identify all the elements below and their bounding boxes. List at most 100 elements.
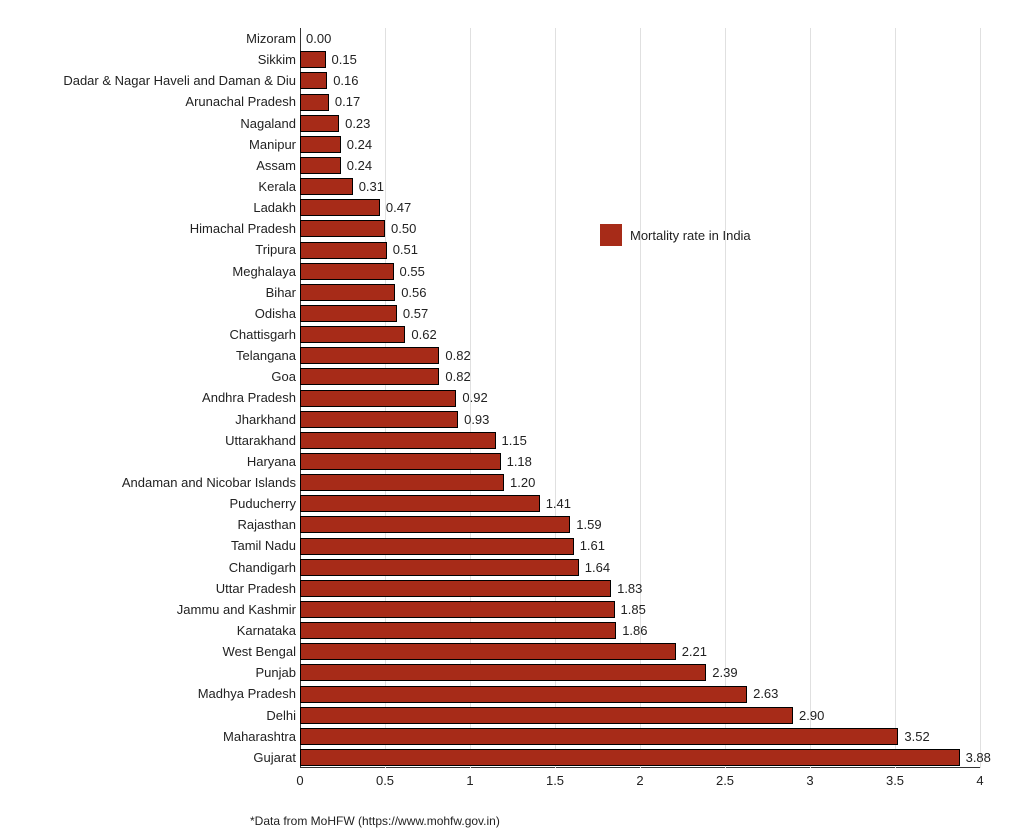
- y-axis-label: Kerala: [258, 176, 296, 197]
- value-label: 1.59: [576, 514, 601, 535]
- value-label: 1.15: [502, 430, 527, 451]
- y-axis-label: Odisha: [255, 303, 296, 324]
- y-axis-label: Uttarakhand: [225, 430, 296, 451]
- y-axis-label: Telangana: [236, 345, 296, 366]
- legend-swatch: [600, 224, 622, 246]
- value-label: 3.88: [966, 747, 991, 768]
- value-label: 1.64: [585, 557, 610, 578]
- value-label: 0.16: [333, 70, 358, 91]
- bar: [300, 199, 380, 216]
- value-label: 0.62: [411, 324, 436, 345]
- value-label: 0.31: [359, 176, 384, 197]
- value-label: 1.20: [510, 472, 535, 493]
- legend: Mortality rate in India: [600, 224, 751, 246]
- bar: [300, 495, 540, 512]
- y-axis-label: Arunachal Pradesh: [185, 91, 296, 112]
- bar: [300, 178, 353, 195]
- value-label: 0.82: [445, 345, 470, 366]
- value-label: 2.21: [682, 641, 707, 662]
- bar: [300, 474, 504, 491]
- value-label: 0.24: [347, 134, 372, 155]
- y-axis-label: Punjab: [256, 662, 296, 683]
- bar: [300, 136, 341, 153]
- y-axis-label: Himachal Pradesh: [190, 218, 296, 239]
- footnote: *Data from MoHFW (https://www.mohfw.gov.…: [250, 814, 500, 828]
- x-tick-label: 1: [466, 773, 473, 788]
- value-label: 0.24: [347, 155, 372, 176]
- y-axis-label: Tamil Nadu: [231, 535, 296, 556]
- value-label: 0.51: [393, 239, 418, 260]
- bar: [300, 72, 327, 89]
- y-axis-label: Uttar Pradesh: [216, 578, 296, 599]
- y-axis-label: Manipur: [249, 134, 296, 155]
- value-label: 1.41: [546, 493, 571, 514]
- y-axis-label: Andhra Pradesh: [202, 387, 296, 408]
- value-label: 1.86: [622, 620, 647, 641]
- value-label: 1.18: [507, 451, 532, 472]
- bar: [300, 411, 458, 428]
- bar: [300, 749, 960, 766]
- y-axis-label: Maharashtra: [223, 726, 296, 747]
- bar: [300, 728, 898, 745]
- y-axis-label: Puducherry: [230, 493, 296, 514]
- value-label: 2.90: [799, 705, 824, 726]
- x-tick-label: 2: [636, 773, 643, 788]
- value-label: 1.61: [580, 535, 605, 556]
- bar: [300, 664, 706, 681]
- x-tick-label: 0.5: [376, 773, 394, 788]
- y-axis-label: Haryana: [247, 451, 296, 472]
- y-axis-label: Sikkim: [258, 49, 296, 70]
- bar: [300, 538, 574, 555]
- y-axis-label: Jammu and Kashmir: [177, 599, 296, 620]
- x-tick-label: 3: [806, 773, 813, 788]
- value-label: 0.82: [445, 366, 470, 387]
- y-axis-label: Meghalaya: [232, 261, 296, 282]
- bar: [300, 686, 747, 703]
- gridline: [980, 28, 981, 768]
- value-label: 0.23: [345, 113, 370, 134]
- bar: [300, 390, 456, 407]
- y-axis-label: Andaman and Nicobar Islands: [122, 472, 296, 493]
- y-axis-label: Chattisgarh: [230, 324, 296, 345]
- bar: [300, 242, 387, 259]
- x-tick-label: 3.5: [886, 773, 904, 788]
- value-label: 0.15: [332, 49, 357, 70]
- value-label: 0.47: [386, 197, 411, 218]
- y-axis-label: Goa: [271, 366, 296, 387]
- value-label: 2.63: [753, 683, 778, 704]
- x-tick-label: 4: [976, 773, 983, 788]
- bar: [300, 115, 339, 132]
- bar: [300, 157, 341, 174]
- gridline: [725, 28, 726, 768]
- y-axis-label: Assam: [256, 155, 296, 176]
- bar: [300, 220, 385, 237]
- bar: [300, 516, 570, 533]
- legend-label: Mortality rate in India: [630, 228, 751, 243]
- bar: [300, 580, 611, 597]
- y-axis-label: Bihar: [266, 282, 296, 303]
- bar: [300, 707, 793, 724]
- y-axis-label: Nagaland: [240, 113, 296, 134]
- bar: [300, 432, 496, 449]
- bar: [300, 284, 395, 301]
- y-axis-label: Rajasthan: [237, 514, 296, 535]
- gridline: [810, 28, 811, 768]
- value-label: 0.17: [335, 91, 360, 112]
- bar: [300, 263, 394, 280]
- y-axis-label: Delhi: [266, 705, 296, 726]
- bar: [300, 622, 616, 639]
- bar: [300, 51, 326, 68]
- bar: [300, 643, 676, 660]
- y-axis-label: Karnataka: [237, 620, 296, 641]
- y-axis-label: Madhya Pradesh: [198, 683, 296, 704]
- bar: [300, 368, 439, 385]
- x-tick-label: 2.5: [716, 773, 734, 788]
- y-axis-label: West Bengal: [223, 641, 296, 662]
- y-axis-label: Dadar & Nagar Haveli and Daman & Diu: [63, 70, 296, 91]
- value-label: 2.39: [712, 662, 737, 683]
- x-tick-label: 1.5: [546, 773, 564, 788]
- bar: [300, 94, 329, 111]
- bar: [300, 326, 405, 343]
- value-label: 3.52: [904, 726, 929, 747]
- value-label: 0.57: [403, 303, 428, 324]
